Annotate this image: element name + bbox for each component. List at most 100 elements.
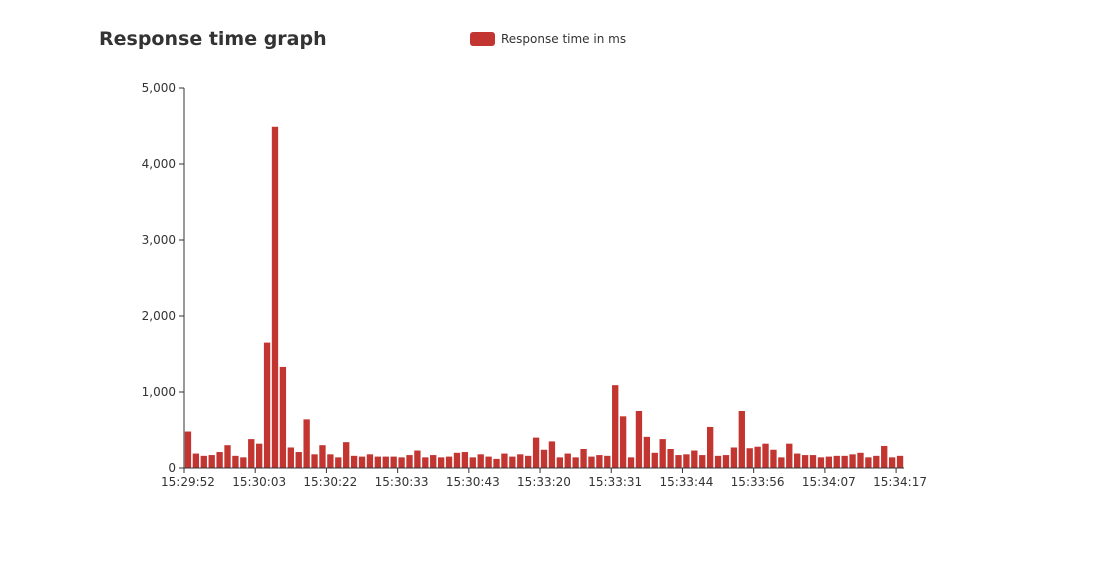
bar[interactable]	[738, 411, 745, 468]
x-tick-label: 15:30:03	[232, 475, 286, 489]
bar[interactable]	[580, 449, 587, 468]
bar[interactable]	[200, 455, 207, 468]
bar[interactable]	[754, 446, 761, 468]
bar[interactable]	[801, 455, 809, 468]
bar[interactable]	[271, 126, 279, 468]
bar[interactable]	[248, 439, 255, 468]
bar[interactable]	[509, 456, 516, 468]
bar[interactable]	[445, 456, 453, 468]
bar[interactable]	[770, 449, 777, 468]
bar[interactable]	[572, 457, 579, 468]
bar[interactable]	[453, 452, 461, 468]
bar[interactable]	[208, 455, 215, 468]
bar[interactable]	[604, 455, 611, 468]
bar[interactable]	[327, 454, 334, 468]
bar[interactable]	[540, 449, 548, 468]
bar[interactable]	[382, 456, 389, 468]
bar[interactable]	[619, 416, 627, 468]
bar[interactable]	[635, 411, 643, 468]
bar[interactable]	[817, 457, 825, 468]
bar[interactable]	[841, 455, 848, 468]
bar[interactable]	[659, 439, 666, 468]
bar[interactable]	[256, 443, 263, 468]
bar[interactable]	[643, 436, 651, 468]
bar[interactable]	[825, 456, 832, 468]
bar[interactable]	[263, 342, 271, 468]
bar[interactable]	[667, 449, 674, 468]
bar[interactable]	[857, 452, 864, 468]
bar[interactable]	[556, 457, 563, 468]
legend[interactable]: Response time in ms	[470, 32, 626, 46]
bar[interactable]	[762, 443, 769, 468]
bar[interactable]	[279, 366, 287, 468]
bar[interactable]	[809, 455, 817, 468]
bar[interactable]	[477, 454, 484, 468]
y-axis: 0 1,000 2,000 3,000 4,000 5,000	[142, 81, 185, 475]
bar[interactable]	[588, 456, 595, 468]
bar[interactable]	[240, 457, 247, 468]
bar[interactable]	[335, 457, 342, 468]
bar[interactable]	[311, 454, 318, 468]
bar[interactable]	[896, 455, 904, 468]
bar[interactable]	[596, 455, 603, 468]
bar[interactable]	[651, 452, 658, 468]
bar[interactable]	[564, 453, 571, 468]
bar[interactable]	[430, 455, 437, 468]
bar[interactable]	[374, 456, 382, 468]
bar[interactable]	[627, 457, 635, 468]
bar[interactable]	[437, 457, 445, 468]
bar[interactable]	[548, 441, 556, 468]
bar[interactable]	[525, 455, 532, 468]
bar[interactable]	[722, 455, 730, 468]
bar[interactable]	[422, 457, 429, 468]
bar[interactable]	[746, 448, 753, 468]
bar[interactable]	[778, 457, 785, 468]
bar[interactable]	[469, 457, 476, 468]
bar[interactable]	[350, 455, 358, 468]
bar[interactable]	[295, 452, 302, 468]
bar[interactable]	[319, 445, 326, 468]
bar[interactable]	[881, 445, 888, 468]
bar[interactable]	[612, 385, 619, 468]
bar[interactable]	[501, 453, 508, 468]
bar[interactable]	[366, 454, 374, 468]
bar[interactable]	[224, 445, 231, 468]
x-tick-label: 15:33:56	[731, 475, 785, 489]
bar[interactable]	[691, 450, 698, 468]
bar[interactable]	[232, 455, 239, 468]
bar[interactable]	[493, 458, 500, 468]
bar[interactable]	[358, 456, 366, 468]
bar[interactable]	[706, 426, 714, 468]
bar[interactable]	[192, 453, 200, 468]
bar[interactable]	[184, 431, 192, 468]
bar[interactable]	[390, 456, 397, 468]
bar[interactable]	[865, 457, 872, 468]
bar[interactable]	[714, 455, 722, 468]
bar[interactable]	[532, 437, 540, 468]
bar[interactable]	[343, 442, 350, 468]
bar[interactable]	[849, 454, 856, 468]
bar[interactable]	[461, 452, 469, 468]
y-tick-label: 4,000	[142, 157, 176, 171]
x-tick-label: 15:34:07	[802, 475, 856, 489]
bar[interactable]	[303, 419, 310, 468]
bar[interactable]	[414, 450, 421, 468]
bar[interactable]	[287, 447, 294, 468]
bar[interactable]	[833, 455, 840, 468]
bar[interactable]	[888, 457, 896, 468]
x-tick-label: 15:30:43	[446, 475, 500, 489]
bar[interactable]	[485, 456, 492, 468]
bar[interactable]	[675, 455, 682, 468]
bar[interactable]	[730, 447, 738, 468]
bar[interactable]	[794, 453, 801, 468]
bar[interactable]	[683, 454, 690, 468]
bar[interactable]	[216, 452, 223, 468]
y-tick-label: 1,000	[142, 385, 176, 399]
bar[interactable]	[517, 454, 524, 468]
bar[interactable]	[786, 443, 793, 468]
bar[interactable]	[398, 457, 405, 468]
bar[interactable]	[699, 455, 706, 468]
bar[interactable]	[873, 455, 880, 468]
bar[interactable]	[406, 455, 413, 468]
x-tick-label: 15:34:17	[873, 475, 927, 489]
